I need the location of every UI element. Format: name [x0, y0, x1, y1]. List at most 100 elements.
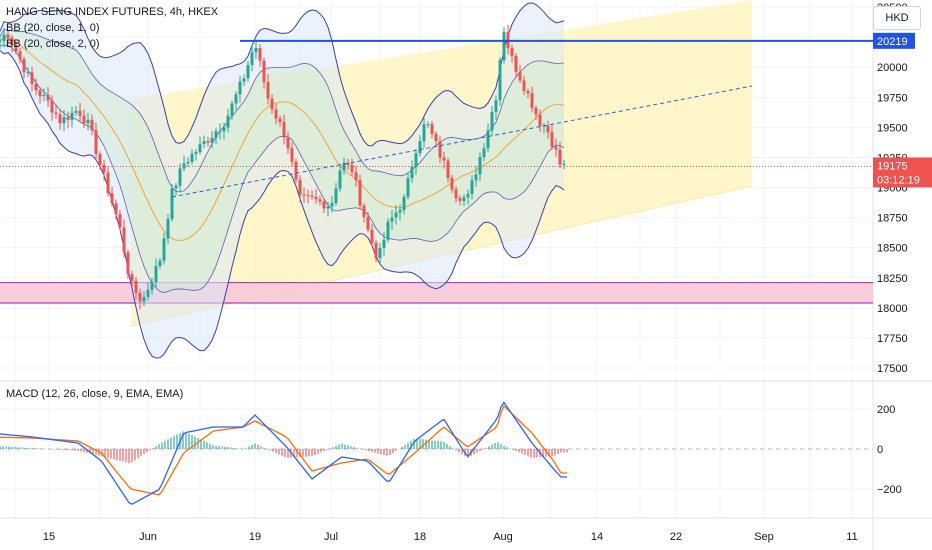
macd-histogram-bar	[551, 449, 553, 457]
price-tick-label: 19750	[877, 92, 908, 104]
candle-body	[534, 107, 538, 115]
macd-legend: MACD (12, 26, close, 9, EMA, EMA)	[6, 388, 184, 400]
candle-body	[90, 119, 94, 131]
candle-body	[398, 210, 402, 213]
macd-histogram-bar	[86, 449, 88, 453]
macd-histogram-bar	[434, 440, 436, 449]
macd-histogram-bar	[137, 449, 139, 459]
candle-body	[498, 60, 502, 101]
candle-body	[422, 124, 426, 142]
axes: 2050020250200001975019500192501900018750…	[43, 2, 932, 543]
candle-body	[122, 227, 126, 253]
macd-histogram-bar	[65, 449, 67, 451]
macd-tick-label: −200	[877, 484, 902, 496]
macd-histogram-bar	[548, 449, 550, 457]
candle-body	[82, 115, 86, 124]
macd-histogram-bar	[20, 447, 22, 449]
macd-histogram-bar	[68, 449, 70, 451]
macd-signal-line	[0, 404, 567, 496]
macd-histogram-bar	[254, 443, 256, 449]
macd-histogram-bar	[200, 439, 202, 449]
macd-histogram-bar	[530, 449, 532, 458]
candle-body	[190, 153, 194, 162]
candle-body	[530, 93, 534, 108]
candle-body	[106, 172, 110, 194]
macd-histogram-bar	[365, 449, 367, 451]
candle-body	[514, 55, 518, 72]
macd-histogram-bar	[143, 449, 145, 455]
bb-upper-1	[0, 29, 565, 193]
macd-histogram-bar	[209, 443, 211, 449]
macd-histogram-bar	[161, 442, 163, 449]
candle-body	[414, 153, 418, 167]
macd-histogram-bar	[0, 446, 1, 449]
candle-body	[134, 280, 138, 293]
currency-button[interactable]: HKD	[873, 6, 921, 30]
candle-body	[378, 247, 382, 259]
macd-histogram-bar	[29, 447, 31, 449]
macd-histogram-bar	[413, 438, 415, 449]
macd-histogram-bar	[182, 431, 184, 449]
macd-histogram-bar	[206, 442, 208, 449]
price-tick-label: 18500	[877, 243, 908, 255]
macd-histogram-bar	[392, 449, 394, 454]
macd-histogram-bar	[122, 449, 124, 462]
candle-body	[178, 168, 182, 186]
macd-histogram-bar	[116, 449, 118, 461]
candle-body	[22, 59, 26, 73]
macd-histogram-bar	[536, 449, 538, 458]
macd-histogram-bar	[452, 448, 454, 449]
candle-body	[42, 94, 46, 96]
candle-body	[282, 121, 286, 138]
macd-histogram-bar	[377, 449, 379, 454]
macd-histogram-bar	[563, 449, 565, 453]
candle-body	[330, 203, 334, 207]
price-tick-label: 18750	[877, 213, 908, 225]
macd-tick-label: 0	[877, 444, 883, 456]
macd-histogram-bar	[524, 449, 526, 455]
macd-histogram-bar	[455, 449, 457, 451]
candle-body	[550, 132, 554, 147]
candle-body	[418, 141, 422, 154]
macd-histogram-bar	[152, 448, 154, 449]
candle-body	[358, 180, 362, 206]
macd-histogram-bar	[305, 449, 307, 457]
time-tick-label: Sep	[754, 531, 774, 543]
macd-histogram-bar	[557, 449, 559, 455]
candle-body	[30, 72, 34, 84]
macd-histogram-bar	[56, 449, 58, 450]
macd-histogram-bar	[221, 446, 223, 449]
macd-histogram-bar	[77, 449, 79, 451]
macd-histogram-bar	[428, 439, 430, 449]
macd-histogram-bar	[407, 442, 409, 449]
macd-pane	[0, 401, 873, 505]
time-tick-label: 11	[846, 531, 857, 543]
macd-histogram-bar	[113, 449, 115, 460]
macd-histogram-bar	[23, 447, 25, 449]
candle-body	[354, 172, 358, 181]
candle-body	[62, 117, 66, 124]
macd-histogram-bar	[5, 446, 7, 449]
candle-body	[206, 141, 210, 143]
macd-histogram-bar	[458, 449, 460, 453]
candle-body	[262, 60, 266, 83]
candle-body	[442, 157, 446, 161]
candle-body	[286, 137, 290, 149]
bb-lower-2	[0, 50, 565, 359]
macd-histogram-bar	[89, 449, 91, 454]
macd-histogram-bar	[374, 449, 376, 453]
macd-histogram-bar	[380, 449, 382, 455]
macd-histogram-bar	[164, 440, 166, 449]
macd-histogram-bar	[371, 449, 373, 452]
candle-body	[450, 177, 454, 190]
candle-body	[126, 252, 130, 275]
macd-histogram-bar	[302, 449, 304, 457]
price-tick-label: 17750	[877, 333, 908, 345]
macd-histogram-bar	[554, 449, 556, 456]
candle-body	[294, 161, 298, 180]
macd-histogram-bar	[263, 447, 265, 449]
time-tick-label: Jun	[139, 531, 157, 543]
candle-body	[254, 48, 258, 53]
macd-histogram-bar	[467, 449, 469, 458]
